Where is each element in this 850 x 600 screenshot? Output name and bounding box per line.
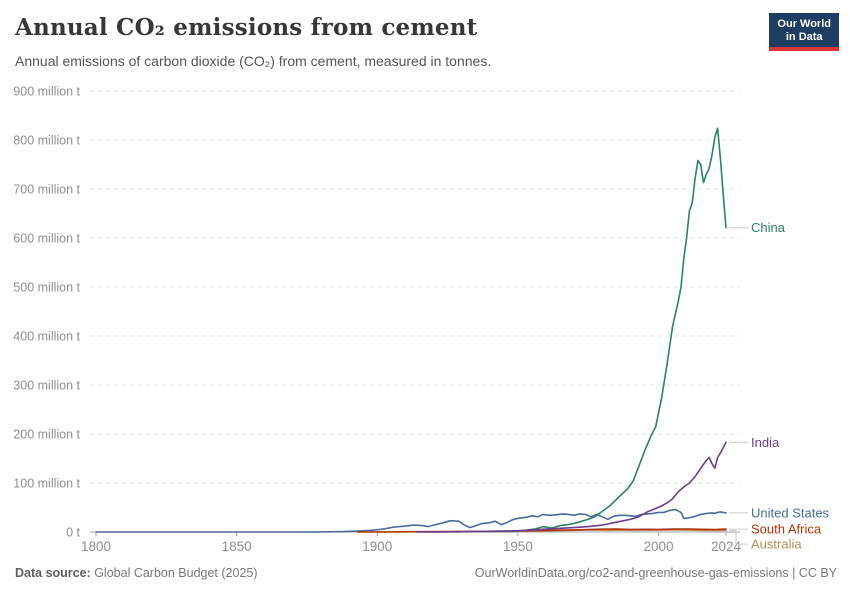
y-tick-label: 600 million t (13, 232, 80, 246)
y-tick-label: 200 million t (13, 428, 80, 442)
y-tick-label: 500 million t (13, 281, 80, 295)
owid-logo-line1: Our World (777, 18, 831, 30)
series-label-south-africa[interactable]: South Africa (751, 522, 822, 537)
series-label-india[interactable]: India (751, 435, 780, 450)
label-connector (729, 530, 748, 545)
data-source-label: Data source: (15, 566, 91, 580)
series-label-united-states[interactable]: United States (751, 505, 830, 520)
x-tick-label: 2024 (711, 539, 742, 554)
y-tick-label: 100 million t (13, 477, 80, 491)
series-line-india[interactable] (415, 441, 727, 533)
chart-footer: Data source: Global Carbon Budget (2025)… (15, 566, 837, 580)
x-tick-label: 1950 (503, 539, 533, 554)
data-source-value: Global Carbon Budget (2025) (90, 566, 258, 580)
series-line-united-states[interactable] (95, 508, 727, 533)
series-label-australia[interactable]: Australia (751, 537, 802, 552)
owid-logo[interactable]: Our World in Data (769, 13, 839, 51)
x-tick-label: 1800 (81, 539, 111, 554)
x-tick-label: 1850 (222, 539, 252, 554)
y-tick-label: 400 million t (13, 330, 80, 344)
credit-link[interactable]: OurWorldinData.org/co2-and-greenhouse-ga… (474, 566, 837, 580)
y-tick-label: 800 million t (13, 134, 80, 148)
chart-title: Annual CO₂ emissions from cement (15, 14, 478, 41)
y-tick-label: 900 million t (13, 85, 80, 99)
series-line-china[interactable] (455, 127, 727, 533)
series-label-china[interactable]: China (751, 220, 786, 235)
y-tick-label: 300 million t (13, 379, 80, 393)
y-tick-label: 700 million t (13, 183, 80, 197)
chart-subtitle: Annual emissions of carbon dioxide (CO₂)… (15, 53, 492, 69)
x-tick-label: 2000 (643, 539, 673, 554)
x-tick-label: 1900 (362, 539, 392, 554)
data-source: Data source: Global Carbon Budget (2025) (15, 566, 258, 580)
owid-logo-line2: in Data (785, 31, 823, 43)
y-tick-label: 0 t (66, 526, 80, 540)
